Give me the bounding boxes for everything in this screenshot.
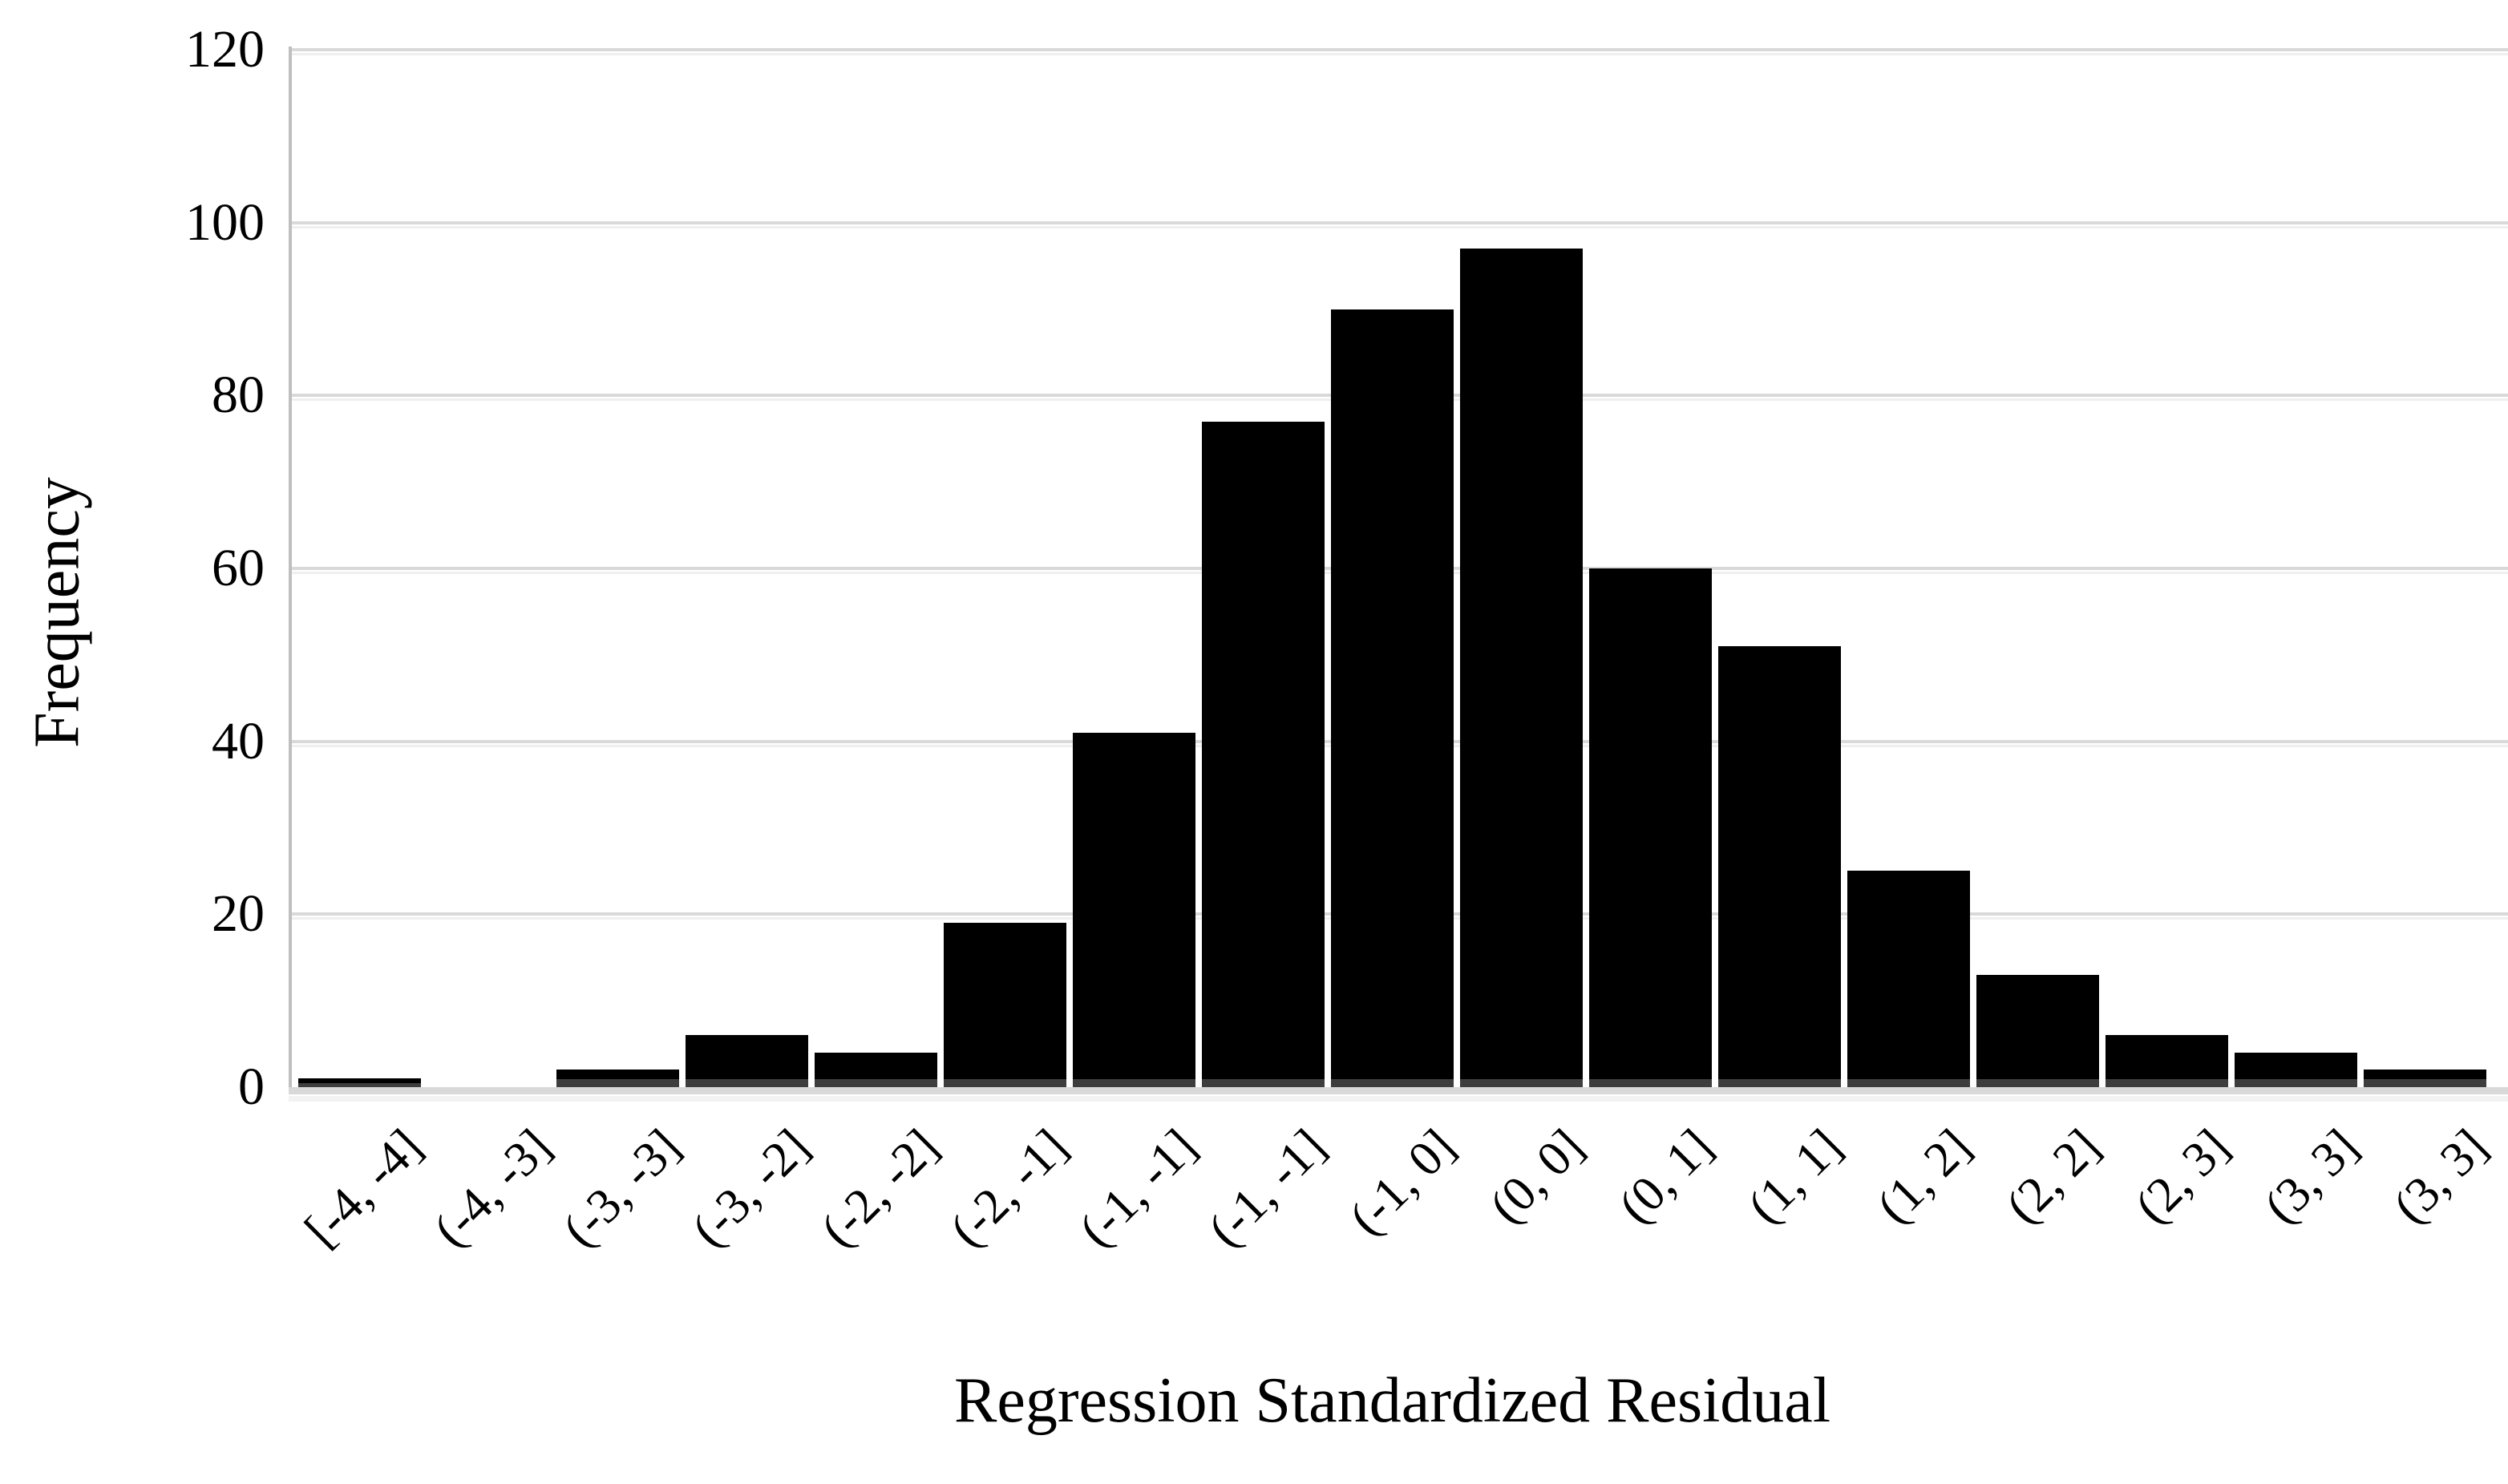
x-tick-label: (1, 2]: [1867, 1118, 1982, 1234]
bar: [1202, 421, 1325, 1087]
x-axis-title: Regression Standardized Residual: [953, 1365, 1831, 1436]
y-tick-label: 20: [212, 884, 265, 944]
x-tick-label: (-4, -3]: [423, 1118, 562, 1258]
y-tick-label: 40: [212, 711, 265, 770]
x-tick-label: (-3, -3]: [552, 1118, 691, 1258]
bar: [298, 1078, 421, 1087]
x-tick-label: (-2, -2]: [811, 1118, 949, 1258]
x-axis-line: [289, 1087, 2508, 1094]
y-tick-label: 80: [212, 366, 265, 425]
bar: [1718, 646, 1841, 1087]
x-axis-shadow: [289, 1096, 2508, 1102]
bar: [815, 1052, 937, 1087]
bar: [1460, 249, 1583, 1087]
x-tick-label: [-4, -4]: [294, 1118, 433, 1258]
bar: [556, 1070, 679, 1087]
x-tick-label: (3, 3]: [2254, 1118, 2369, 1234]
x-tick-label: (-1, 0]: [1338, 1118, 1466, 1246]
gridline-shadow: [290, 225, 2508, 228]
bar: [1976, 974, 2099, 1087]
gridline-shadow: [290, 53, 2508, 55]
y-tick-label: 100: [185, 192, 265, 252]
y-tick-label: 120: [185, 20, 265, 79]
x-tick-label: (2, 3]: [2125, 1118, 2240, 1234]
bar: [2106, 1035, 2228, 1087]
x-tick-label: (-1, -1]: [1069, 1118, 1207, 1258]
x-tick-label: (-1, -1]: [1198, 1118, 1337, 1258]
x-tick-label: (3, 3]: [2383, 1118, 2498, 1234]
bar: [944, 923, 1066, 1087]
x-tick-label: (2, 2]: [1996, 1118, 2111, 1234]
x-tick-label: (-2, -1]: [940, 1118, 1078, 1258]
bar: [1589, 568, 1712, 1087]
bar: [2235, 1052, 2357, 1087]
x-tick-label: (-3, -2]: [682, 1118, 820, 1258]
y-tick-label: 60: [212, 539, 265, 597]
y-axis-title: Frequency: [22, 477, 93, 748]
x-tick-label: (0, 0]: [1479, 1118, 1595, 1234]
x-tick-label: (1, 1]: [1737, 1118, 1853, 1234]
x-tick-label: (0, 1]: [1608, 1118, 1724, 1234]
y-tick-label: 0: [238, 1057, 265, 1116]
gridline: [290, 220, 2508, 224]
bar: [1847, 871, 1970, 1087]
gridline: [290, 48, 2508, 51]
bar: [1073, 732, 1195, 1087]
bar: [1331, 309, 1454, 1087]
bar: [686, 1035, 808, 1087]
bar: [2364, 1070, 2486, 1087]
y-axis-line: [289, 47, 292, 1094]
